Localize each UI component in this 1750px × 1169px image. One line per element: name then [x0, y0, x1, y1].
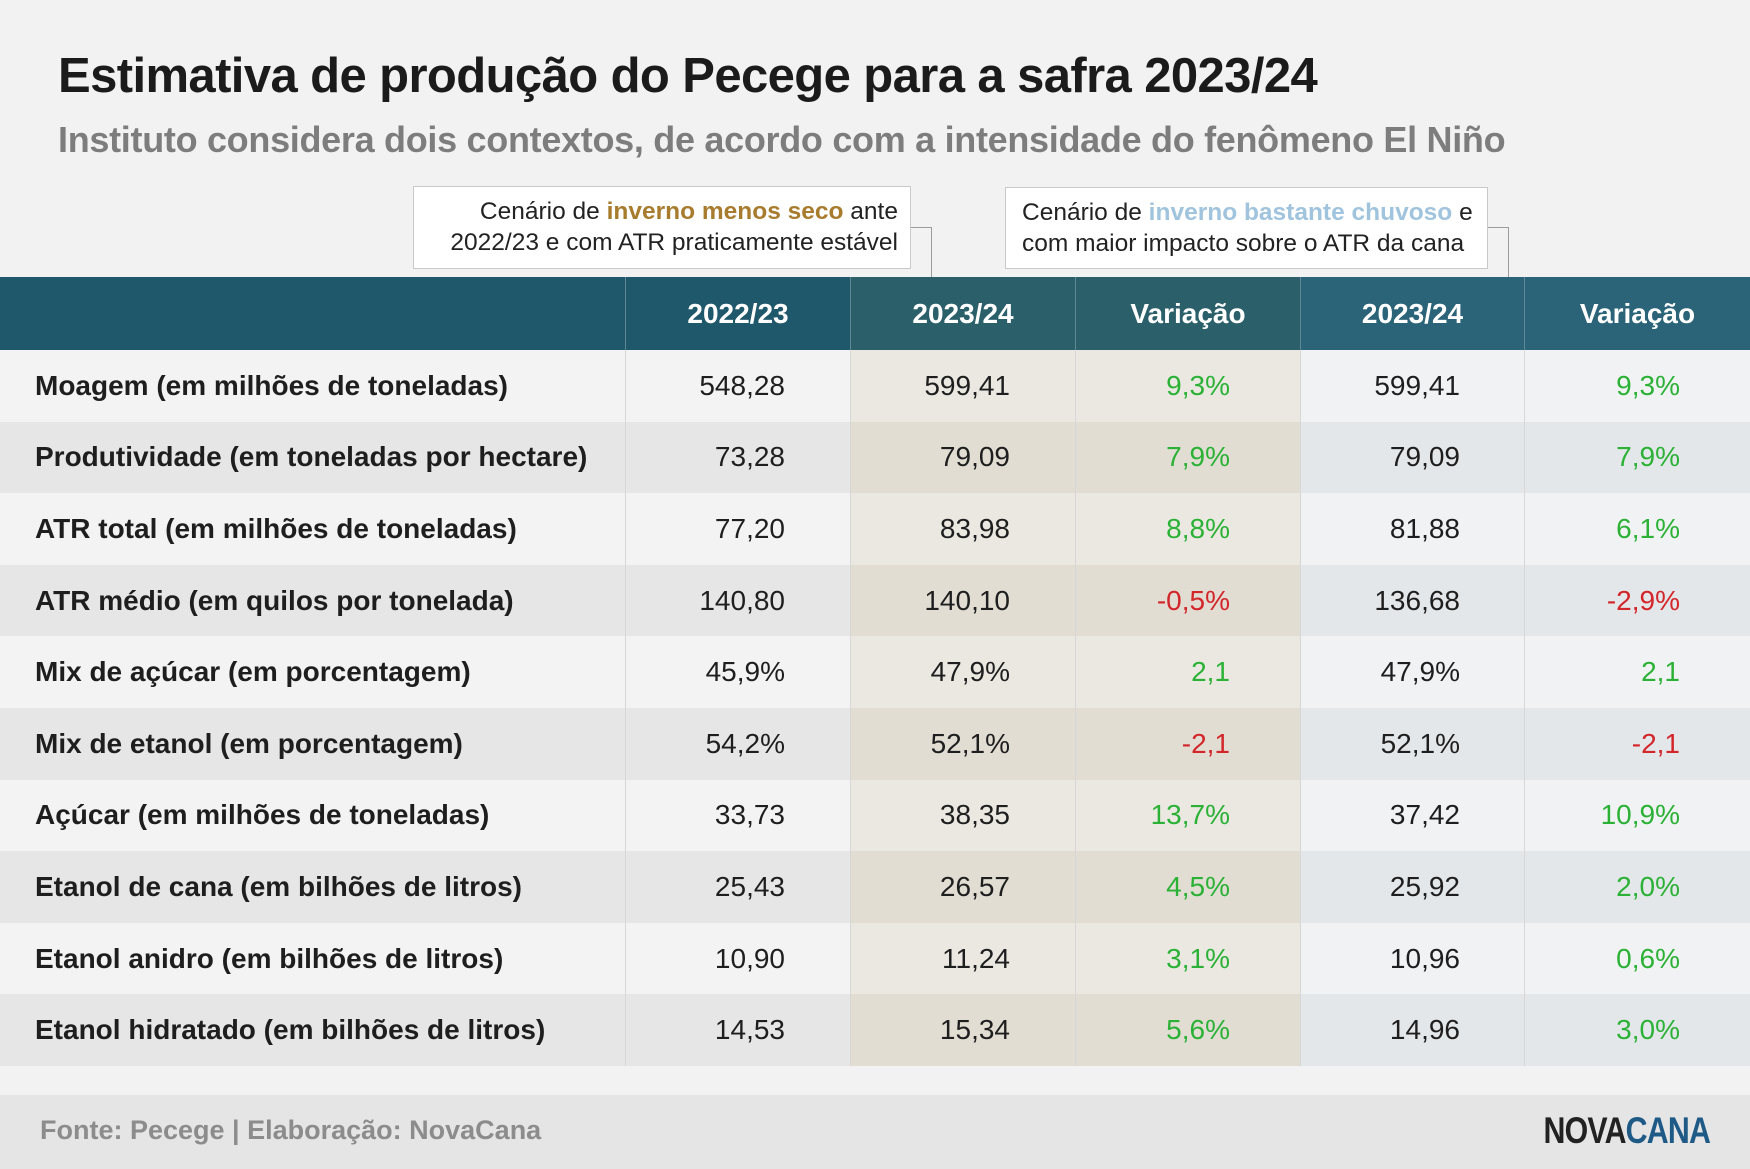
value-scenario-b-variation: 10,9% [1525, 779, 1750, 852]
value-scenario-a-2023-24: 599,41 [851, 350, 1076, 422]
value-scenario-a-variation: -0,5% [1076, 564, 1301, 637]
value-scenario-b-2023-24: 52,1% [1301, 707, 1525, 780]
value-2022-23: 25,43 [626, 851, 851, 923]
scenario-rainy-highlight: inverno bastante chuvoso [1148, 199, 1453, 226]
value-scenario-a-variation: 8,8% [1076, 493, 1301, 565]
table-header-row: 2022/23 2023/24 Variação 2023/24 Variaçã… [0, 277, 1750, 350]
scenario-dry-prefix: Cenário de [479, 198, 607, 225]
value-2022-23: 77,20 [626, 493, 851, 565]
value-scenario-b-2023-24: 25,92 [1301, 851, 1525, 923]
row-label: Mix de etanol (em porcentagem) [0, 707, 626, 780]
value-scenario-b-2023-24: 37,42 [1301, 779, 1525, 852]
value-2022-23: 45,9% [626, 636, 851, 708]
value-scenario-b-variation: 2,0% [1525, 851, 1750, 923]
header-scenario-b-2023-24: 2023/24 [1301, 277, 1525, 350]
table-row: Moagem (em milhões de toneladas) 548,28 … [0, 350, 1750, 422]
value-scenario-a-variation: 9,3% [1076, 350, 1301, 422]
page-subtitle: Instituto considera dois contextos, de a… [58, 119, 1506, 160]
scenario-rainy-line2: com maior impacto sobre o ATR da cana [1022, 230, 1465, 257]
value-scenario-a-variation: 2,1 [1076, 636, 1301, 708]
header-scenario-a-2023-24: 2023/24 [851, 277, 1076, 350]
value-scenario-b-2023-24: 599,41 [1301, 350, 1525, 422]
table-row: Mix de etanol (em porcentagem) 54,2% 52,… [0, 707, 1750, 780]
table-row: Etanol de cana (em bilhões de litros) 25… [0, 851, 1750, 923]
scenario-rainy-suffix: e [1452, 199, 1473, 226]
value-scenario-a-2023-24: 26,57 [851, 851, 1076, 923]
value-scenario-b-2023-24: 81,88 [1301, 493, 1525, 565]
value-scenario-b-variation: 7,9% [1525, 421, 1750, 494]
value-2022-23: 140,80 [626, 564, 851, 637]
value-2022-23: 14,53 [626, 994, 851, 1066]
table-row: Etanol hidratado (em bilhões de litros) … [0, 994, 1750, 1066]
table-row: ATR total (em milhões de toneladas) 77,2… [0, 493, 1750, 565]
scenario-dry-line2: 2022/23 e com ATR praticamente estável [450, 229, 898, 256]
row-label: Etanol de cana (em bilhões de litros) [0, 851, 626, 923]
value-scenario-a-2023-24: 52,1% [851, 707, 1076, 780]
value-scenario-a-2023-24: 38,35 [851, 779, 1076, 852]
value-2022-23: 73,28 [626, 421, 851, 494]
value-scenario-a-2023-24: 47,9% [851, 636, 1076, 708]
value-scenario-b-variation: 0,6% [1525, 922, 1750, 995]
value-2022-23: 33,73 [626, 779, 851, 852]
scenario-dry-connector [911, 227, 932, 277]
header-scenario-a-variation: Variação [1076, 277, 1301, 350]
value-scenario-b-2023-24: 14,96 [1301, 994, 1525, 1066]
value-scenario-a-2023-24: 79,09 [851, 421, 1076, 494]
logo-nova-text: NOVA [1543, 1110, 1627, 1151]
row-label: Moagem (em milhões de toneladas) [0, 350, 626, 422]
value-scenario-a-variation: -2,1 [1076, 707, 1301, 780]
scenario-rainy-winter-note: Cenário de inverno bastante chuvoso e co… [1005, 187, 1488, 269]
value-scenario-a-2023-24: 15,34 [851, 994, 1076, 1066]
value-scenario-b-2023-24: 47,9% [1301, 636, 1525, 708]
row-label: Mix de açúcar (em porcentagem) [0, 636, 626, 708]
value-scenario-a-variation: 3,1% [1076, 922, 1301, 995]
novacana-logo: NOVACANA [1543, 1110, 1711, 1152]
source-credit: Fonte: Pecege | Elaboração: NovaCana [40, 1115, 542, 1145]
row-label: ATR médio (em quilos por tonelada) [0, 564, 626, 637]
scenario-rainy-connector [1488, 227, 1509, 277]
table-row: Açúcar (em milhões de toneladas) 33,73 3… [0, 779, 1750, 852]
page-title: Estimativa de produção do Pecege para a … [58, 49, 1318, 103]
scenario-dry-winter-note: Cenário de inverno menos seco ante 2022/… [413, 186, 911, 269]
row-label: Produtividade (em toneladas por hectare) [0, 421, 626, 494]
value-scenario-b-2023-24: 136,68 [1301, 564, 1525, 637]
table-row: Produtividade (em toneladas por hectare)… [0, 421, 1750, 494]
table-row: ATR médio (em quilos por tonelada) 140,8… [0, 564, 1750, 637]
footer: Fonte: Pecege | Elaboração: NovaCana NOV… [0, 1095, 1750, 1169]
scenario-dry-suffix: ante [843, 198, 898, 225]
value-scenario-b-variation: 3,0% [1525, 994, 1750, 1066]
value-2022-23: 54,2% [626, 707, 851, 780]
value-scenario-a-2023-24: 83,98 [851, 493, 1076, 565]
value-scenario-b-2023-24: 10,96 [1301, 922, 1525, 995]
row-label: ATR total (em milhões de toneladas) [0, 493, 626, 565]
row-label: Etanol anidro (em bilhões de litros) [0, 922, 626, 995]
value-scenario-a-2023-24: 140,10 [851, 564, 1076, 637]
value-scenario-b-variation: 2,1 [1525, 636, 1750, 708]
scenario-dry-highlight: inverno menos seco [606, 198, 844, 225]
row-label: Açúcar (em milhões de toneladas) [0, 779, 626, 852]
logo-cana-text: CANA [1625, 1110, 1711, 1151]
value-scenario-a-variation: 4,5% [1076, 851, 1301, 923]
production-table: 2022/23 2023/24 Variação 2023/24 Variaçã… [0, 277, 1750, 1066]
value-2022-23: 548,28 [626, 350, 851, 422]
header-label-cell [0, 277, 626, 350]
scenario-rainy-line1: Cenário de inverno bastante chuvoso e [1022, 197, 1473, 228]
value-scenario-b-2023-24: 79,09 [1301, 421, 1525, 494]
header-scenario-b-variation: Variação [1525, 277, 1750, 350]
value-scenario-b-variation: -2,9% [1525, 564, 1750, 637]
value-scenario-b-variation: -2,1 [1525, 707, 1750, 780]
table-row: Mix de açúcar (em porcentagem) 45,9% 47,… [0, 636, 1750, 708]
value-scenario-a-variation: 7,9% [1076, 421, 1301, 494]
value-scenario-b-variation: 9,3% [1525, 350, 1750, 422]
value-scenario-a-2023-24: 11,24 [851, 922, 1076, 995]
value-scenario-a-variation: 5,6% [1076, 994, 1301, 1066]
value-2022-23: 10,90 [626, 922, 851, 995]
value-scenario-b-variation: 6,1% [1525, 493, 1750, 565]
scenario-dry-line1: Cenário de inverno menos seco ante [426, 196, 898, 227]
table-row: Etanol anidro (em bilhões de litros) 10,… [0, 922, 1750, 995]
scenario-rainy-prefix: Cenário de [1022, 199, 1149, 226]
row-label: Etanol hidratado (em bilhões de litros) [0, 994, 626, 1066]
value-scenario-a-variation: 13,7% [1076, 779, 1301, 852]
header-2022-23: 2022/23 [626, 277, 851, 350]
